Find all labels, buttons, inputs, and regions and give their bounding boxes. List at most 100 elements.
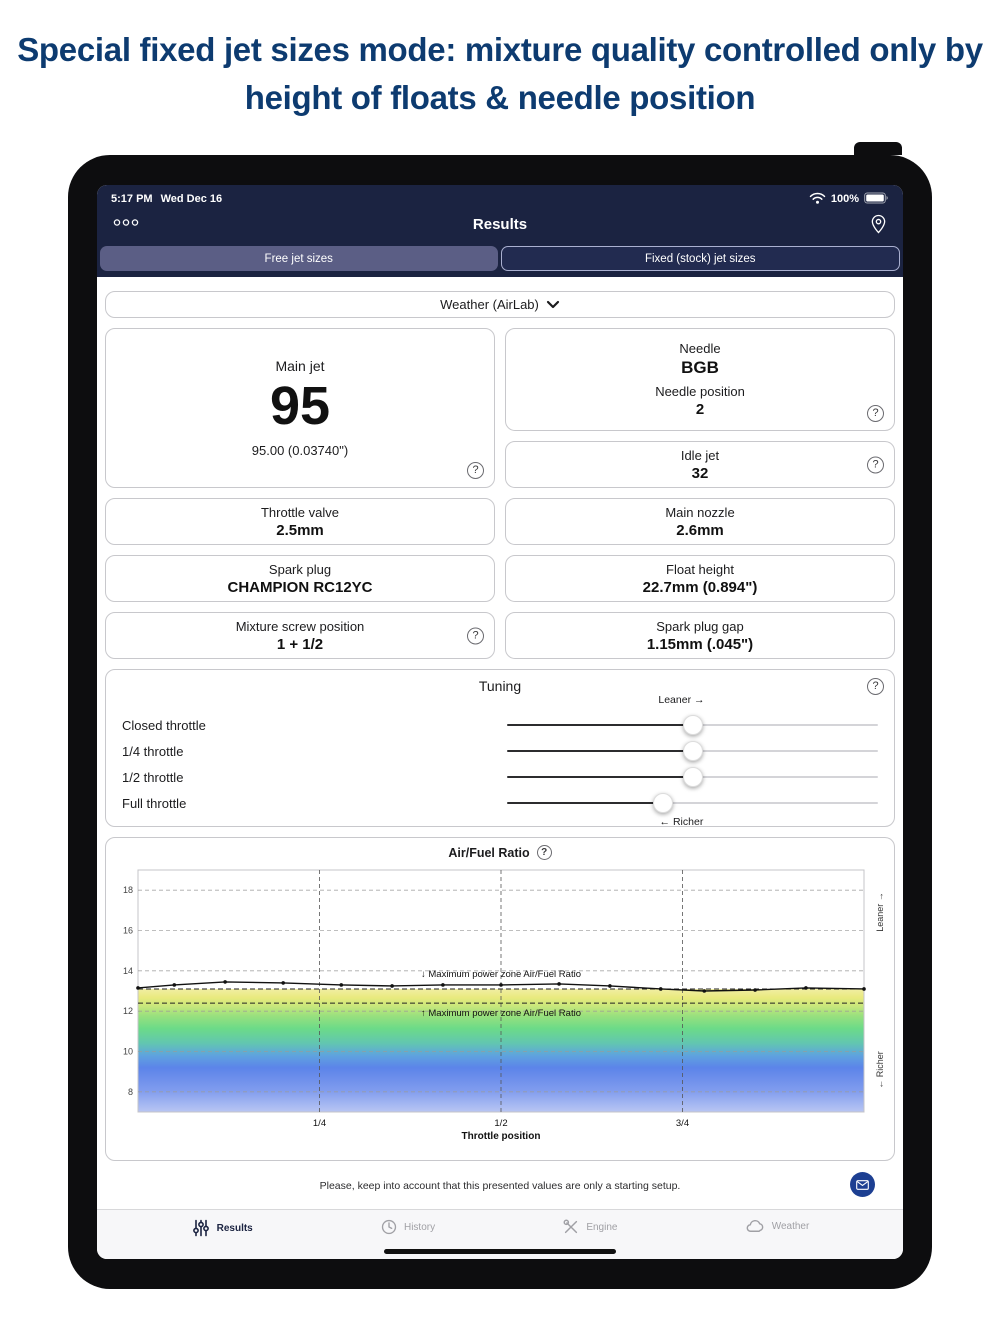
help-icon[interactable]: ? — [467, 627, 484, 644]
idle-jet-value: 32 — [691, 464, 709, 482]
help-icon[interactable]: ? — [536, 845, 552, 860]
svg-text:← Richer: ← Richer — [875, 1051, 885, 1089]
tab-label: History — [403, 1221, 436, 1233]
richer-label: ← Richer — [659, 816, 704, 828]
idle-jet-card: Idle jet 32 ? — [505, 441, 895, 488]
slider-track-empty — [692, 750, 878, 752]
main-nozzle-value: 2.6mm — [676, 521, 724, 539]
tuning-sliders: Closed throttle 1/4 throttle 1/2 throttle F… — [122, 712, 878, 816]
tab-engine[interactable]: Engine — [562, 1218, 617, 1236]
ipad-frame: 5:17 PM Wed Dec 16 100% Results Free jet… — [68, 142, 932, 1289]
tab-bar: Results History Engine Weather — [97, 1209, 903, 1259]
float-height-label: Float height — [666, 561, 734, 577]
main-jet-label: Main jet — [275, 358, 325, 375]
svg-text:8: 8 — [128, 1087, 133, 1097]
needle-column: Needle BGB Needle position 2 ? Idle jet … — [505, 328, 895, 488]
tuning-slider[interactable] — [507, 766, 878, 788]
throttle-valve-label: Throttle valve — [260, 504, 340, 520]
segment-fixed-jet-sizes[interactable]: Fixed (stock) jet sizes — [500, 246, 900, 271]
home-indicator[interactable] — [384, 1249, 616, 1254]
tuning-row: Full throttle — [122, 790, 878, 816]
sliders-icon — [192, 1219, 209, 1237]
tuning-card: Tuning ? Leaner → Closed throttle 1/4 thr… — [105, 669, 895, 828]
status-bar: 5:17 PM Wed Dec 16 100% — [97, 185, 903, 207]
svg-text:12: 12 — [123, 1006, 133, 1016]
chevron-down-icon — [546, 297, 560, 312]
svg-text:Leaner →: Leaner → — [875, 892, 885, 932]
help-icon[interactable]: ? — [867, 405, 884, 422]
tab-weather[interactable]: Weather — [745, 1218, 809, 1234]
svg-text:Throttle position: Throttle position — [462, 1131, 541, 1142]
help-icon[interactable]: ? — [467, 462, 484, 479]
afr-chart: 18 16 14 12 10 8 1/4 1/2 3/4 Throttle position ↓ M… — [123, 869, 885, 1142]
main-jet-card: Main jet 95 95.00 (0.03740") ? — [105, 328, 495, 488]
app-header: 5:17 PM Wed Dec 16 100% Results Free jet… — [97, 185, 903, 277]
location-pin-icon[interactable] — [870, 214, 887, 234]
footer: Please, keep into account that this pres… — [105, 1171, 895, 1201]
slider-thumb[interactable] — [682, 767, 703, 787]
volume-button — [854, 142, 902, 155]
slider-track-empty — [662, 802, 878, 804]
tuning-slider[interactable] — [507, 714, 878, 736]
results-row-2: Throttle valve 2.5mm Main nozzle 2.6mm — [105, 498, 895, 545]
slider-track-filled — [507, 750, 693, 752]
needle-position-label: Needle position — [655, 384, 745, 399]
spark-plug-gap-label: Spark plug gap — [656, 618, 744, 634]
status-time: 5:17 PM — [111, 193, 153, 205]
svg-text:↓ Maximum power zone Air/Fuel: ↓ Maximum power zone Air/Fuel Ratio — [421, 969, 581, 980]
segment-free-jet-sizes[interactable]: Free jet sizes — [100, 246, 498, 271]
slider-track-filled — [507, 802, 663, 804]
main-nozzle-card: Main nozzle 2.6mm — [505, 498, 895, 545]
tab-label: Results — [216, 1222, 253, 1234]
float-height-value: 22.7mm (0.894") — [642, 578, 758, 596]
float-height-card: Float height 22.7mm (0.894") — [505, 555, 895, 602]
idle-jet-label: Idle jet — [680, 447, 720, 463]
slider-track-empty — [692, 776, 878, 778]
envelope-icon — [856, 1179, 869, 1190]
spark-plug-label: Spark plug — [268, 561, 332, 577]
tab-label: Engine — [586, 1221, 618, 1233]
slider-thumb[interactable] — [682, 715, 703, 735]
throttle-valve-card: Throttle valve 2.5mm — [105, 498, 495, 545]
tab-history[interactable]: History — [380, 1218, 435, 1236]
spark-plug-gap-value: 1.15mm (.045") — [646, 635, 754, 653]
weather-selector-label: Weather (AirLab) — [440, 297, 539, 312]
spark-plug-gap-card: Spark plug gap 1.15mm (.045") — [505, 612, 895, 659]
nav-title: Results — [472, 215, 528, 233]
throttle-valve-value: 2.5mm — [276, 521, 324, 539]
leaner-label: Leaner → — [658, 694, 705, 706]
tuning-row-label: Closed throttle — [122, 717, 206, 733]
slider-thumb[interactable] — [652, 793, 673, 813]
svg-text:3/4: 3/4 — [676, 1118, 689, 1129]
tuning-slider[interactable] — [507, 740, 878, 762]
needle-position-value: 2 — [695, 401, 705, 418]
svg-text:1/4: 1/4 — [313, 1118, 326, 1129]
tuning-title: Tuning — [478, 678, 522, 694]
tuning-slider[interactable] — [507, 792, 878, 814]
battery-percent: 100% — [830, 193, 859, 205]
svg-text:↑ Maximum power zone Air/Fuel: ↑ Maximum power zone Air/Fuel Ratio — [421, 1008, 581, 1019]
email-button[interactable] — [850, 1172, 875, 1197]
help-icon[interactable]: ? — [867, 456, 884, 473]
slider-track-filled — [507, 724, 693, 726]
help-icon[interactable]: ? — [867, 678, 884, 695]
afr-chart-card: Air/Fuel Ratio ? 18 16 14 12 10 8 1/4 1/2 3/4 Thr… — [105, 837, 895, 1161]
mixture-screw-value: 1 + 1/2 — [276, 635, 324, 653]
svg-text:16: 16 — [123, 926, 133, 936]
tabs-overview-icon[interactable] — [113, 215, 139, 233]
tuning-row: 1/2 throttle — [122, 764, 878, 790]
main-nozzle-label: Main nozzle — [665, 504, 735, 520]
svg-text:18: 18 — [123, 885, 133, 895]
mixture-screw-label: Mixture screw position — [235, 618, 365, 634]
weather-selector[interactable]: Weather (AirLab) — [105, 291, 895, 318]
spark-plug-value: CHAMPION RC12YC — [227, 578, 373, 596]
slider-thumb[interactable] — [682, 741, 703, 761]
svg-text:1/2: 1/2 — [494, 1118, 507, 1129]
main-jet-value: 95 — [269, 376, 331, 437]
results-row-3: Spark plug CHAMPION RC12YC Float height … — [105, 555, 895, 602]
chart-title: Air/Fuel Ratio — [448, 845, 530, 860]
results-row-1: Main jet 95 95.00 (0.03740") ? Needle BG… — [105, 328, 895, 488]
tuning-row-label: Full throttle — [122, 795, 187, 811]
tab-results[interactable]: Results — [191, 1218, 253, 1238]
segmented-control: Free jet sizes Fixed (stock) jet sizes — [97, 241, 903, 271]
